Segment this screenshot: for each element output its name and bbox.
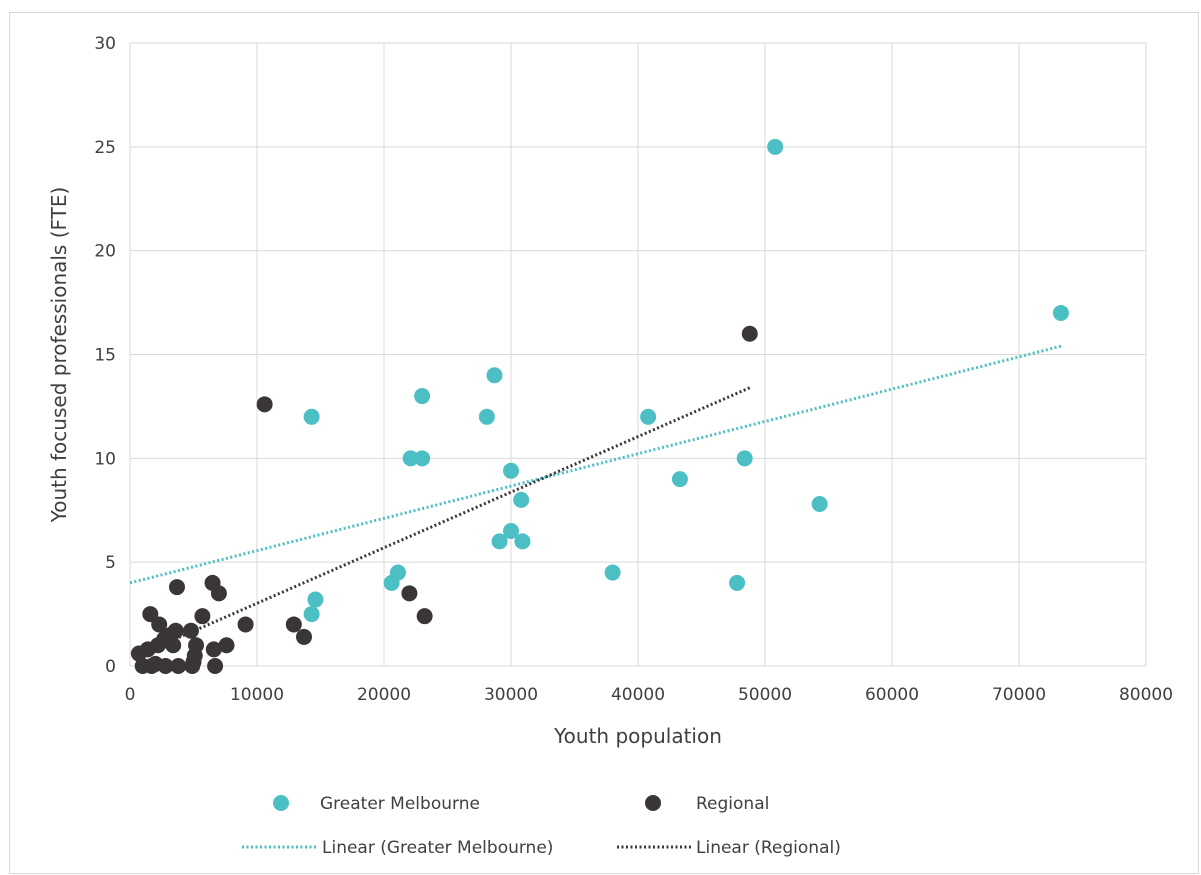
point-regional xyxy=(151,616,168,633)
point-greater-melbourne xyxy=(478,408,495,425)
y-tick-label: 0 xyxy=(105,657,116,677)
point-greater-melbourne xyxy=(491,533,508,550)
point-greater-melbourne xyxy=(604,564,621,581)
y-axis-title: Youth focused professionals (FTE) xyxy=(47,187,71,524)
point-greater-melbourne xyxy=(767,138,784,155)
x-tick-label: 80000 xyxy=(1119,685,1173,705)
point-greater-melbourne xyxy=(303,408,320,425)
point-regional xyxy=(256,396,273,413)
legend-marker-greater-melbourne xyxy=(273,795,289,811)
point-greater-melbourne xyxy=(402,450,419,467)
point-regional xyxy=(168,579,185,596)
point-regional xyxy=(285,616,302,633)
y-tick-label: 30 xyxy=(94,34,116,54)
legend-label-linear-regional: Linear (Regional) xyxy=(696,838,841,858)
point-regional xyxy=(165,637,182,654)
x-tick-label: 0 xyxy=(125,685,136,705)
x-axis-title: Youth population xyxy=(553,724,722,748)
point-greater-melbourne xyxy=(729,574,746,591)
x-tick-labels: 0 10000 20000 30000 40000 50000 60000 70000 8000… xyxy=(125,685,1173,705)
point-regional xyxy=(157,658,174,674)
legend: Greater Melbourne Regional Linear (Great… xyxy=(242,794,841,858)
point-regional xyxy=(182,622,199,639)
point-regional xyxy=(218,637,235,654)
trendline-greater-melbourne xyxy=(129,344,1062,585)
y-tick-label: 20 xyxy=(94,242,116,262)
chart-frame xyxy=(9,12,1199,874)
x-tick-label: 30000 xyxy=(484,685,538,705)
data-points xyxy=(130,138,1069,674)
legend-label-linear-greater-melbourne: Linear (Greater Melbourne) xyxy=(322,838,553,858)
x-tick-label: 20000 xyxy=(357,685,411,705)
point-regional xyxy=(295,628,312,645)
point-regional xyxy=(741,325,758,342)
point-greater-melbourne xyxy=(671,471,688,488)
point-greater-melbourne xyxy=(503,462,519,479)
point-regional xyxy=(205,641,222,658)
point-greater-melbourne xyxy=(811,496,828,513)
trendline-regional xyxy=(170,386,751,643)
legend-label-regional: Regional xyxy=(696,794,769,814)
point-greater-melbourne xyxy=(414,450,431,467)
y-tick-label: 25 xyxy=(94,138,116,158)
point-greater-melbourne xyxy=(503,523,519,540)
y-tick-label: 5 xyxy=(105,553,116,573)
point-regional xyxy=(188,637,205,654)
point-regional xyxy=(237,616,254,633)
point-regional xyxy=(416,608,433,625)
trendlines xyxy=(129,344,1062,643)
point-regional xyxy=(142,606,159,623)
x-tick-label: 70000 xyxy=(992,685,1046,705)
point-regional xyxy=(194,608,211,625)
legend-label-greater-melbourne: Greater Melbourne xyxy=(320,794,480,814)
x-tick-label: 10000 xyxy=(230,685,284,705)
point-regional xyxy=(207,658,224,674)
point-regional xyxy=(401,585,418,602)
point-greater-melbourne xyxy=(513,491,530,508)
x-tick-label: 50000 xyxy=(738,685,792,705)
y-tick-label: 15 xyxy=(94,346,116,366)
point-greater-melbourne xyxy=(1052,304,1069,321)
y-tick-label: 10 xyxy=(94,449,116,469)
point-greater-melbourne xyxy=(736,450,753,467)
point-greater-melbourne xyxy=(389,564,406,581)
x-tick-label: 40000 xyxy=(611,685,665,705)
x-tick-label: 60000 xyxy=(865,685,919,705)
point-greater-melbourne xyxy=(514,533,531,550)
legend-marker-regional xyxy=(645,795,661,811)
point-greater-melbourne xyxy=(414,388,431,405)
point-greater-melbourne xyxy=(486,367,503,384)
point-regional xyxy=(210,585,227,602)
point-greater-melbourne xyxy=(307,591,324,608)
point-greater-melbourne xyxy=(303,606,320,623)
point-regional xyxy=(167,622,184,639)
point-greater-melbourne xyxy=(640,408,657,425)
gridlines xyxy=(129,42,1147,667)
point-regional xyxy=(170,658,187,674)
y-tick-labels: 0 5 10 15 20 25 30 xyxy=(94,34,116,677)
